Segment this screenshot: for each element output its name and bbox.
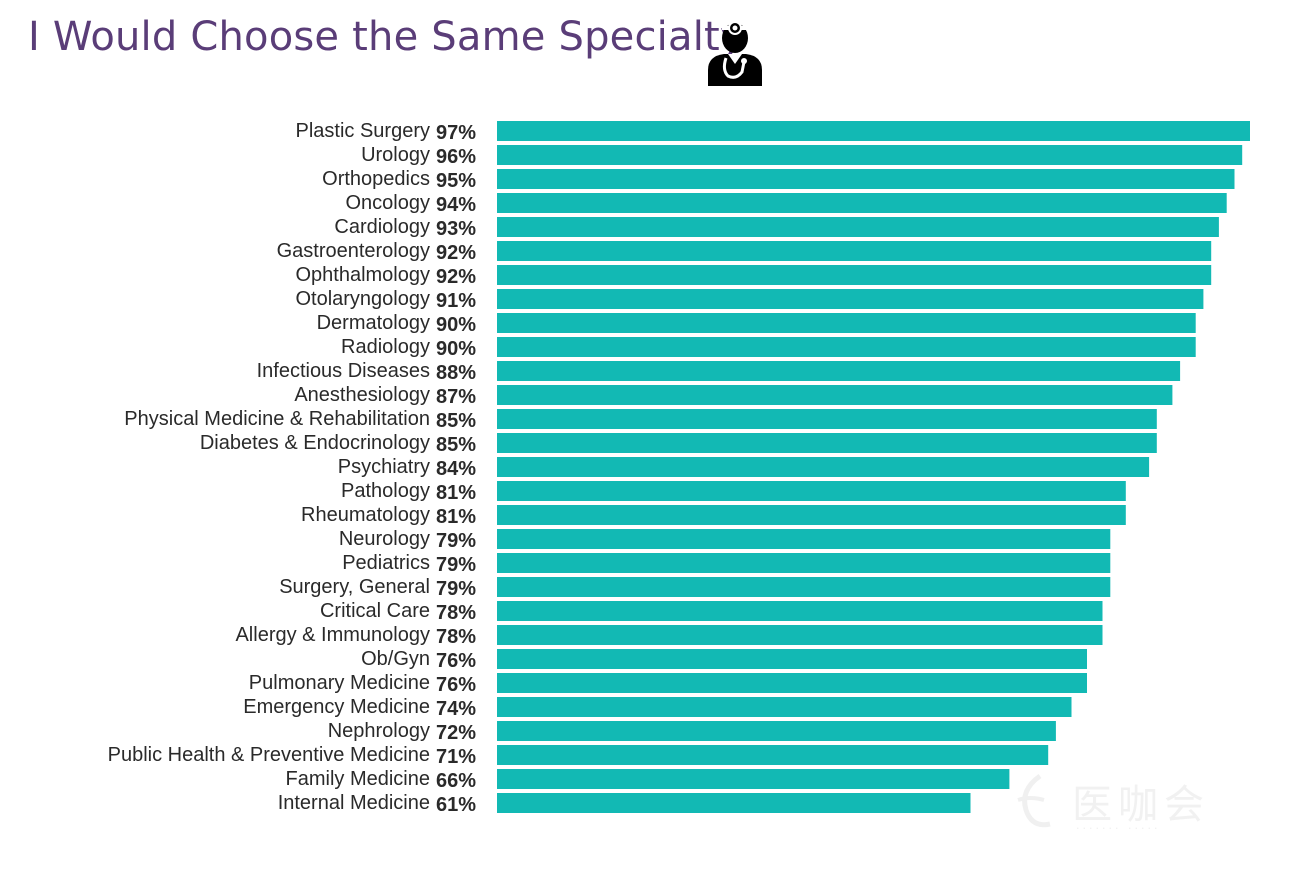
- bar-20: [497, 601, 1103, 621]
- value-label-10: 88%: [436, 362, 476, 384]
- value-label-1: 96%: [436, 146, 476, 168]
- category-label-22: Ob/Gyn: [361, 648, 430, 670]
- bar-25: [497, 721, 1056, 741]
- watermark-subtext: ······· ·····: [1076, 822, 1161, 835]
- bar-13: [497, 433, 1157, 453]
- value-label-15: 81%: [436, 482, 476, 504]
- value-label-17: 79%: [436, 530, 476, 552]
- bar-3: [497, 193, 1227, 213]
- value-label-16: 81%: [436, 506, 476, 528]
- bar-14: [497, 457, 1150, 477]
- category-label-4: Cardiology: [334, 216, 430, 238]
- watermark-logo-icon: [1017, 773, 1051, 828]
- value-label-8: 90%: [436, 314, 476, 336]
- category-label-18: Pediatrics: [342, 552, 430, 574]
- category-label-19: Surgery, General: [279, 576, 430, 598]
- bar-16: [497, 505, 1126, 525]
- category-label-12: Physical Medicine & Rehabilitation: [124, 408, 430, 430]
- value-label-3: 94%: [436, 194, 476, 216]
- value-label-23: 76%: [436, 674, 476, 696]
- bar-11: [497, 385, 1173, 405]
- category-label-28: Internal Medicine: [278, 792, 430, 814]
- value-label-11: 87%: [436, 386, 476, 408]
- category-label-0: Plastic Surgery: [296, 120, 431, 142]
- value-label-27: 66%: [436, 770, 476, 792]
- category-label-13: Diabetes & Endocrinology: [200, 432, 430, 454]
- category-label-24: Emergency Medicine: [243, 696, 430, 718]
- bar-4: [497, 217, 1219, 237]
- chart-title: I Would Choose the Same Specialty: [28, 14, 744, 60]
- bar-0: [497, 121, 1250, 141]
- category-label-14: Psychiatry: [338, 456, 430, 478]
- bar-28: [497, 793, 971, 813]
- value-label-6: 92%: [436, 266, 476, 288]
- bar-18: [497, 553, 1111, 573]
- value-label-5: 92%: [436, 242, 476, 264]
- bar-15: [497, 481, 1126, 501]
- category-label-23: Pulmonary Medicine: [249, 672, 430, 694]
- value-label-4: 93%: [436, 218, 476, 240]
- bar-9: [497, 337, 1196, 357]
- value-label-9: 90%: [436, 338, 476, 360]
- value-label-22: 76%: [436, 650, 476, 672]
- category-label-10: Infectious Diseases: [257, 360, 430, 382]
- watermark: 医咖会 ······· ·····: [1010, 770, 1250, 840]
- value-label-14: 84%: [436, 458, 476, 480]
- watermark-text: 医咖会: [1072, 782, 1210, 828]
- bar-6: [497, 265, 1212, 285]
- bar-23: [497, 673, 1087, 693]
- category-label-1: Urology: [361, 144, 430, 166]
- value-label-0: 97%: [436, 122, 476, 144]
- category-label-16: Rheumatology: [301, 504, 430, 526]
- bar-24: [497, 697, 1072, 717]
- value-label-25: 72%: [436, 722, 476, 744]
- category-label-7: Otolaryngology: [295, 288, 430, 310]
- bar-1: [497, 145, 1243, 165]
- category-label-27: Family Medicine: [286, 768, 430, 790]
- value-label-26: 71%: [436, 746, 476, 768]
- bar-19: [497, 577, 1111, 597]
- category-label-2: Orthopedics: [322, 168, 430, 190]
- value-label-21: 78%: [436, 626, 476, 648]
- category-label-6: Ophthalmology: [295, 264, 430, 286]
- category-label-20: Critical Care: [320, 600, 430, 622]
- category-label-11: Anesthesiology: [294, 384, 430, 406]
- category-label-8: Dermatology: [317, 312, 430, 334]
- bar-5: [497, 241, 1212, 261]
- value-label-7: 91%: [436, 290, 476, 312]
- category-label-3: Oncology: [346, 192, 431, 214]
- bar-22: [497, 649, 1087, 669]
- bar-12: [497, 409, 1157, 429]
- value-label-20: 78%: [436, 602, 476, 624]
- category-label-21: Allergy & Immunology: [235, 624, 430, 646]
- bar-21: [497, 625, 1103, 645]
- bar-17: [497, 529, 1111, 549]
- bar-26: [497, 745, 1049, 765]
- category-label-15: Pathology: [341, 480, 430, 502]
- value-label-19: 79%: [436, 578, 476, 600]
- bar-10: [497, 361, 1181, 381]
- bar-7: [497, 289, 1204, 309]
- category-label-25: Nephrology: [328, 720, 430, 742]
- value-label-28: 61%: [436, 794, 476, 816]
- bar-2: [497, 169, 1235, 189]
- bar-8: [497, 313, 1196, 333]
- value-label-18: 79%: [436, 554, 476, 576]
- value-label-12: 85%: [436, 410, 476, 432]
- bar-27: [497, 769, 1010, 789]
- category-label-17: Neurology: [339, 528, 430, 550]
- doctor-stethoscope-icon: [708, 21, 762, 86]
- category-label-5: Gastroenterology: [277, 240, 430, 262]
- category-label-26: Public Health & Preventive Medicine: [108, 744, 430, 766]
- category-label-9: Radiology: [341, 336, 430, 358]
- value-label-24: 74%: [436, 698, 476, 720]
- value-label-13: 85%: [436, 434, 476, 456]
- value-label-2: 95%: [436, 170, 476, 192]
